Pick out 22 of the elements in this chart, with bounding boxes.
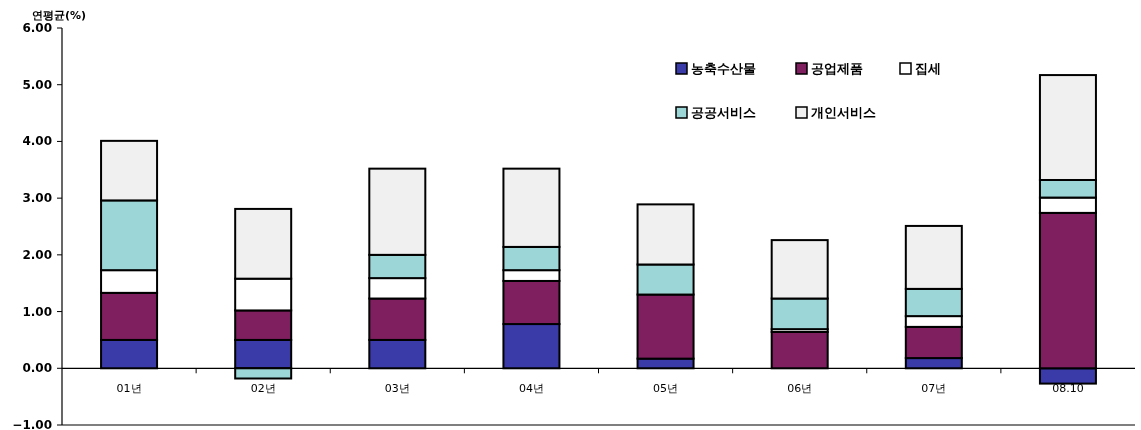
y-tick-label: 6.00	[22, 21, 52, 35]
x-tick-label: 03년	[384, 382, 410, 396]
y-tick-label: 0.00	[22, 361, 52, 376]
x-tick-label: 05년	[653, 382, 679, 396]
legend-label: 공공서비스	[691, 105, 756, 120]
x-tick-label: 06년	[787, 382, 813, 396]
y-tick-label: 2.00	[22, 247, 52, 262]
y-tick-label: 3.00	[22, 191, 52, 206]
legend-label: 집세	[915, 61, 941, 76]
y-axis-title: 연평균(%)	[32, 9, 87, 22]
x-tick-label: 04년	[518, 382, 544, 396]
x-tick-label: 07년	[921, 382, 947, 396]
y-tick-label: −1.00	[12, 418, 52, 430]
x-tick-label: 02년	[250, 382, 276, 396]
y-tick-label: 5.00	[22, 77, 52, 92]
x-tick-label: 08.10	[1052, 382, 1084, 396]
legend-label: 공업제품	[811, 61, 863, 76]
legend-label: 개인서비스	[811, 105, 876, 120]
x-tick-label: 01년	[116, 382, 142, 396]
legend-label: 농축수산물	[691, 61, 756, 76]
y-tick-label: 4.00	[22, 134, 52, 149]
y-tick-label: 1.00	[22, 304, 52, 319]
